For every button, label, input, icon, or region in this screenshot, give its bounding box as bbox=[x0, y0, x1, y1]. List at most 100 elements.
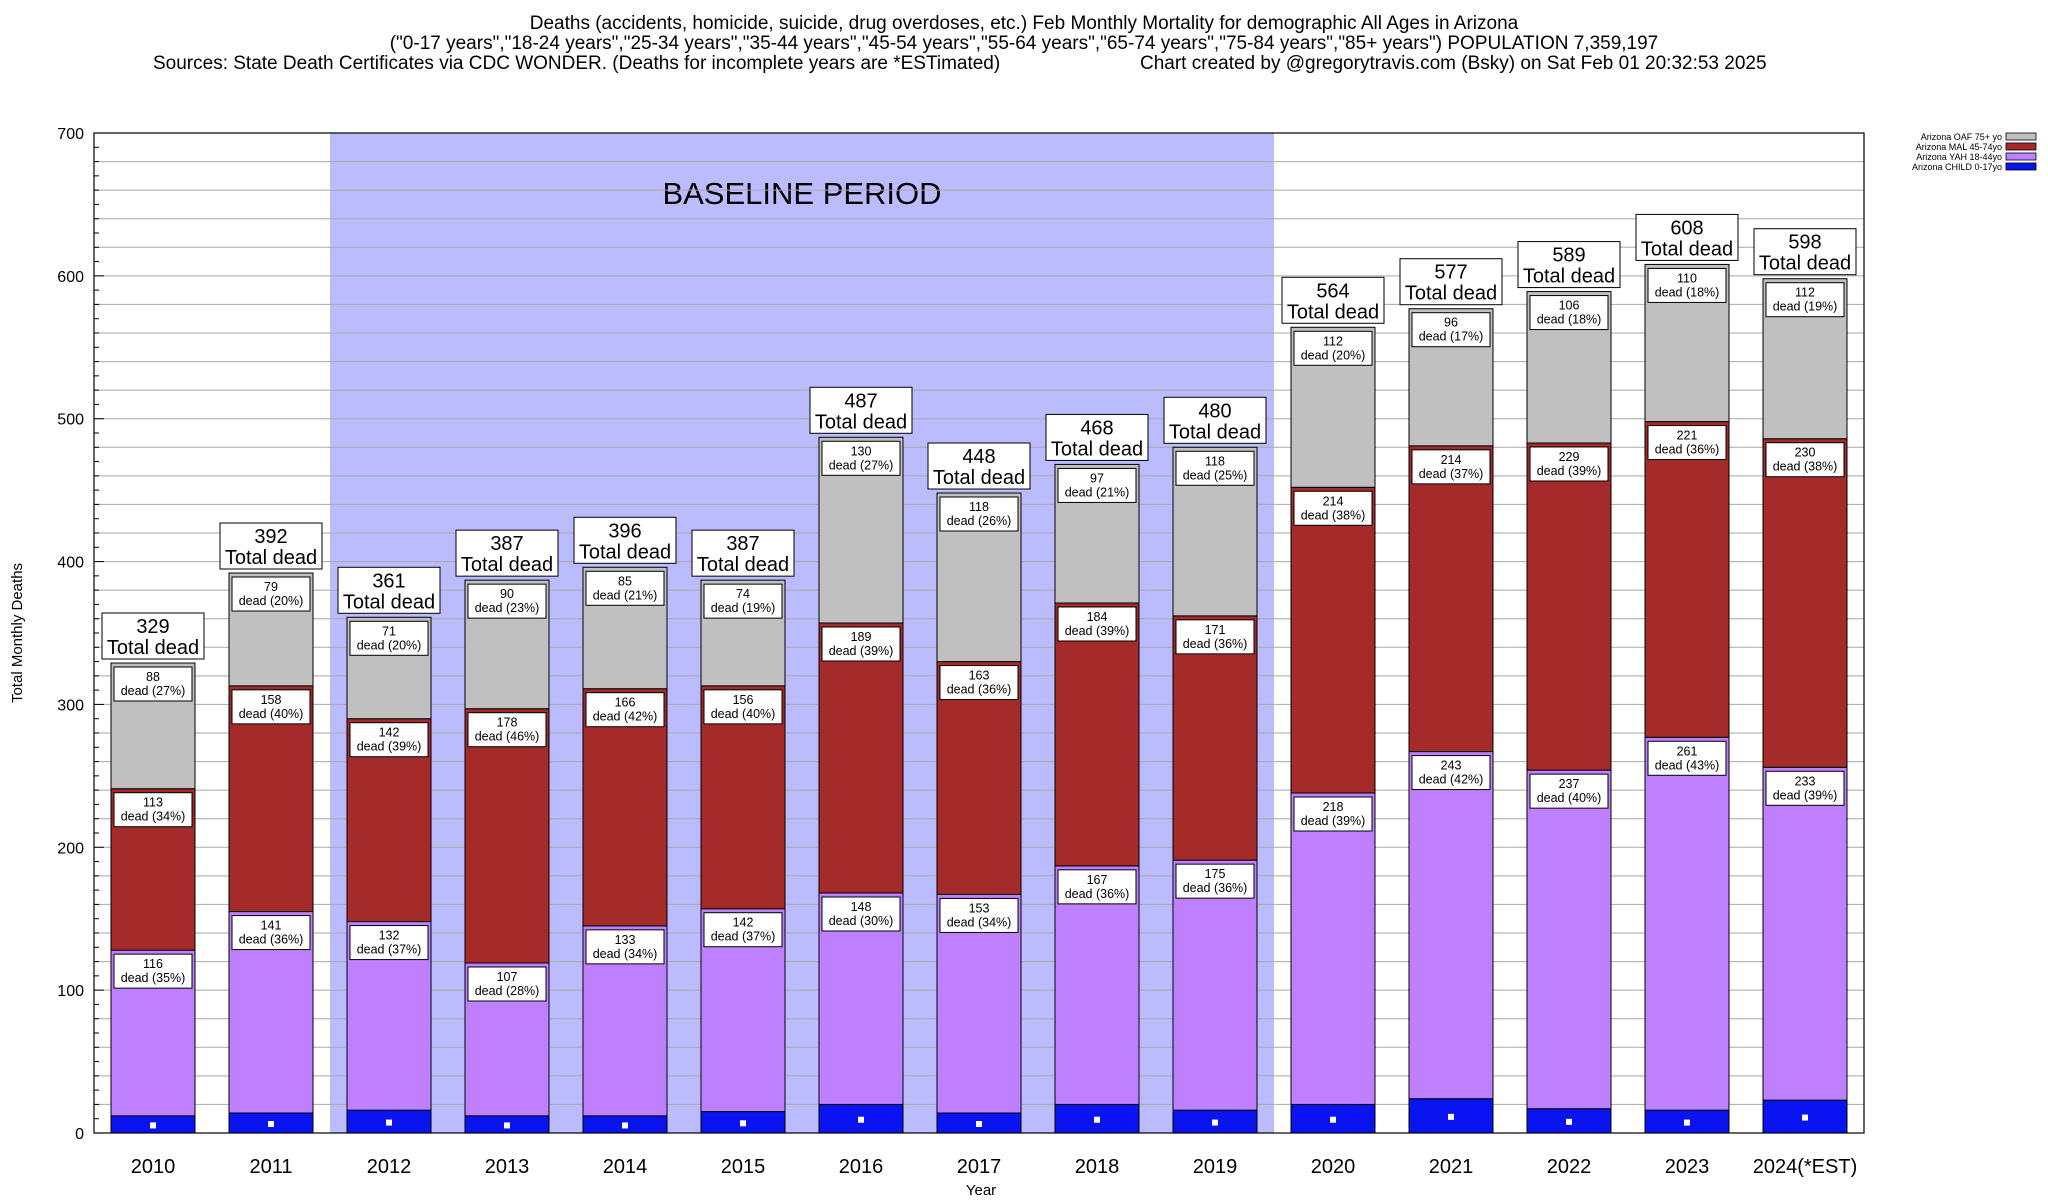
segment-percent-label: dead (36%) bbox=[239, 933, 304, 947]
segment-value-label: 96 bbox=[1444, 316, 1458, 330]
segment-value-label: 163 bbox=[969, 669, 990, 683]
total-label-box bbox=[1753, 228, 1857, 276]
segment-value-label: 178 bbox=[497, 716, 518, 730]
segment-label-box bbox=[585, 929, 665, 965]
segment-percent-label: dead (20%) bbox=[357, 638, 422, 652]
total-text-label: Total dead bbox=[1169, 421, 1261, 443]
bar-segment bbox=[936, 661, 1022, 895]
segment-label-box bbox=[1293, 490, 1373, 526]
x-tick-label: 2020 bbox=[1311, 1156, 1356, 1178]
y-tick-label: 0 bbox=[75, 1126, 84, 1143]
x-tick-label: 2012 bbox=[367, 1156, 412, 1178]
segment-value-label: 221 bbox=[1677, 429, 1698, 443]
segment-value-label: 118 bbox=[1205, 454, 1225, 468]
child-segment-marker bbox=[858, 1116, 864, 1123]
segment-label-box bbox=[1411, 312, 1491, 348]
total-value-label: 387 bbox=[726, 533, 759, 555]
bar-segment bbox=[1526, 769, 1612, 1110]
segment-label-box bbox=[467, 966, 547, 1002]
x-tick-label: 2016 bbox=[839, 1156, 884, 1178]
total-label-box bbox=[219, 522, 323, 570]
segment-label-box bbox=[231, 915, 311, 951]
segment-percent-label: dead (39%) bbox=[1065, 624, 1130, 638]
segment-value-label: 74 bbox=[736, 587, 750, 601]
segment-value-label: 79 bbox=[264, 580, 278, 594]
segment-percent-label: dead (34%) bbox=[121, 810, 186, 824]
segment-label-box bbox=[939, 665, 1019, 701]
segment-value-label: 184 bbox=[1087, 610, 1108, 624]
segment-percent-label: dead (18%) bbox=[1537, 313, 1602, 327]
x-tick-label: 2011 bbox=[249, 1156, 292, 1178]
child-segment-marker bbox=[1684, 1119, 1690, 1126]
total-text-label: Total dead bbox=[225, 547, 317, 569]
segment-value-label: 132 bbox=[379, 929, 400, 943]
segment-percent-label: dead (42%) bbox=[1419, 773, 1484, 787]
segment-percent-label: dead (46%) bbox=[475, 730, 540, 744]
total-text-label: Total dead bbox=[1523, 266, 1615, 288]
child-segment-marker bbox=[386, 1119, 392, 1126]
segment-value-label: 71 bbox=[382, 624, 396, 638]
segment-value-label: 153 bbox=[969, 901, 990, 915]
segment-value-label: 88 bbox=[146, 670, 160, 684]
segment-value-label: 156 bbox=[733, 693, 754, 707]
segment-label-box bbox=[1529, 295, 1609, 331]
segment-label-box bbox=[821, 440, 901, 476]
legend-swatch bbox=[2005, 162, 2037, 171]
segment-percent-label: dead (38%) bbox=[1773, 460, 1838, 474]
segment-value-label: 97 bbox=[1090, 471, 1104, 485]
segment-percent-label: dead (39%) bbox=[1773, 788, 1838, 802]
total-value-label: 329 bbox=[136, 616, 169, 638]
y-axis-title: Total Monthly Deaths bbox=[9, 563, 26, 703]
total-label-box bbox=[809, 386, 913, 434]
bar-segment bbox=[1644, 421, 1730, 738]
segment-value-label: 229 bbox=[1559, 450, 1580, 464]
bar-segment bbox=[1290, 792, 1376, 1105]
segment-label-box bbox=[1647, 267, 1727, 303]
segment-label-box bbox=[939, 496, 1019, 532]
segment-value-label: 116 bbox=[143, 957, 163, 971]
segment-percent-label: dead (25%) bbox=[1183, 468, 1248, 482]
segment-value-label: 261 bbox=[1677, 744, 1698, 758]
segment-label-box bbox=[1057, 467, 1137, 503]
segment-value-label: 214 bbox=[1323, 494, 1344, 508]
bar-segment bbox=[582, 688, 668, 927]
segment-percent-label: dead (26%) bbox=[947, 514, 1012, 528]
chart-title-line2: ("0-17 years","18-24 years","25-34 years… bbox=[389, 33, 1659, 54]
y-tick-label: 400 bbox=[57, 555, 84, 572]
chart-credit-text: Chart created by @gregorytravis.com (Bsk… bbox=[1140, 53, 1767, 74]
segment-percent-label: dead (43%) bbox=[1655, 758, 1720, 772]
segment-label-box bbox=[1765, 282, 1845, 318]
segment-percent-label: dead (30%) bbox=[829, 914, 894, 928]
total-label-box bbox=[101, 612, 205, 660]
legend-swatch bbox=[2005, 142, 2037, 151]
segment-label-box bbox=[231, 576, 311, 612]
segment-label-box bbox=[1411, 449, 1491, 485]
child-segment-marker bbox=[504, 1122, 510, 1129]
total-value-label: 448 bbox=[962, 446, 995, 468]
total-value-label: 589 bbox=[1552, 245, 1585, 267]
segment-value-label: 141 bbox=[261, 919, 282, 933]
legend-label: Arizona CHILD 0-17yo bbox=[1912, 162, 2002, 172]
segment-label-box bbox=[939, 897, 1019, 933]
segment-percent-label: dead (40%) bbox=[1537, 791, 1602, 805]
child-segment-marker bbox=[150, 1122, 156, 1129]
segment-label-box bbox=[1293, 330, 1373, 366]
segment-value-label: 110 bbox=[1677, 271, 1697, 285]
segment-percent-label: dead (17%) bbox=[1419, 330, 1484, 344]
child-segment-marker bbox=[1094, 1116, 1100, 1123]
total-text-label: Total dead bbox=[1641, 238, 1733, 260]
segment-percent-label: dead (23%) bbox=[475, 601, 540, 615]
child-segment-marker bbox=[268, 1121, 274, 1127]
x-tick-label: 2019 bbox=[1193, 1156, 1238, 1178]
total-value-label: 480 bbox=[1198, 400, 1231, 422]
segment-percent-label: dead (36%) bbox=[1065, 887, 1130, 901]
segment-value-label: 106 bbox=[1559, 299, 1580, 313]
chart-title-line1: Deaths (accidents, homicide, suicide, dr… bbox=[529, 13, 1519, 34]
segment-label-box bbox=[1175, 619, 1255, 655]
segment-value-label: 233 bbox=[1795, 774, 1816, 788]
segment-value-label: 166 bbox=[615, 696, 636, 710]
y-tick-label: 500 bbox=[57, 412, 84, 429]
segment-percent-label: dead (19%) bbox=[711, 601, 776, 615]
bar-segment bbox=[1408, 445, 1494, 753]
child-segment-marker bbox=[1802, 1114, 1808, 1121]
